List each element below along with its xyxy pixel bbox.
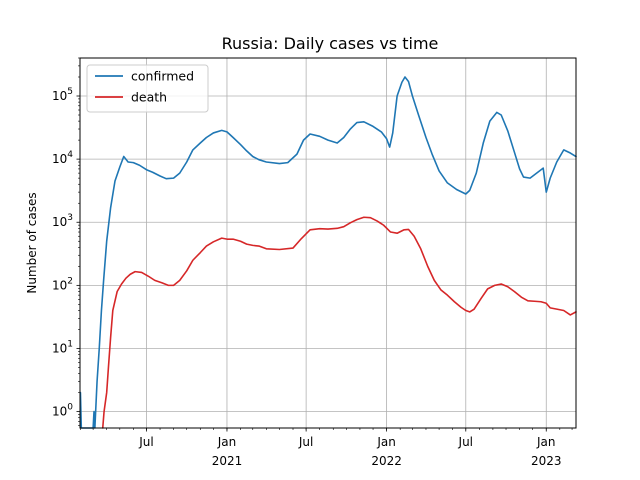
chart-title: Russia: Daily cases vs time — [222, 34, 439, 53]
x-tick-label: Jan — [217, 435, 237, 449]
grid-lines — [80, 58, 576, 428]
legend-death-label: death — [131, 90, 167, 105]
legend-confirmed-label: confirmed — [131, 69, 194, 84]
x-tick-label: Jan — [536, 435, 556, 449]
y-tick-label: 103 — [52, 213, 73, 229]
y-tick-label: 102 — [52, 276, 73, 292]
legend: confirmed death — [86, 64, 209, 113]
x-axis: Jul Jan 2021 Jul Jan 2022 Jul Jan 2023 — [80, 428, 573, 468]
x-tick-label: Jul — [458, 435, 473, 449]
y-tick-label: 104 — [52, 150, 73, 166]
x-tick-year-label: 2022 — [371, 454, 402, 468]
x-tick-year-label: 2023 — [531, 454, 562, 468]
x-tick-year-label: 2021 — [212, 454, 243, 468]
x-tick-label: Jul — [138, 435, 153, 449]
y-tick-label: 100 — [52, 403, 73, 419]
plot-series — [79, 76, 577, 429]
y-tick-label: 101 — [52, 339, 73, 355]
x-tick-label: Jul — [298, 435, 313, 449]
x-tick-label: Jan — [376, 435, 396, 449]
series-line-death — [101, 216, 577, 429]
y-axis-label: Number of cases — [25, 192, 39, 293]
y-axis: 100 101 102 103 104 105 — [52, 57, 80, 426]
y-tick-label: 105 — [52, 87, 73, 103]
plot-frame — [79, 57, 577, 429]
series-line-confirmed — [79, 76, 577, 429]
